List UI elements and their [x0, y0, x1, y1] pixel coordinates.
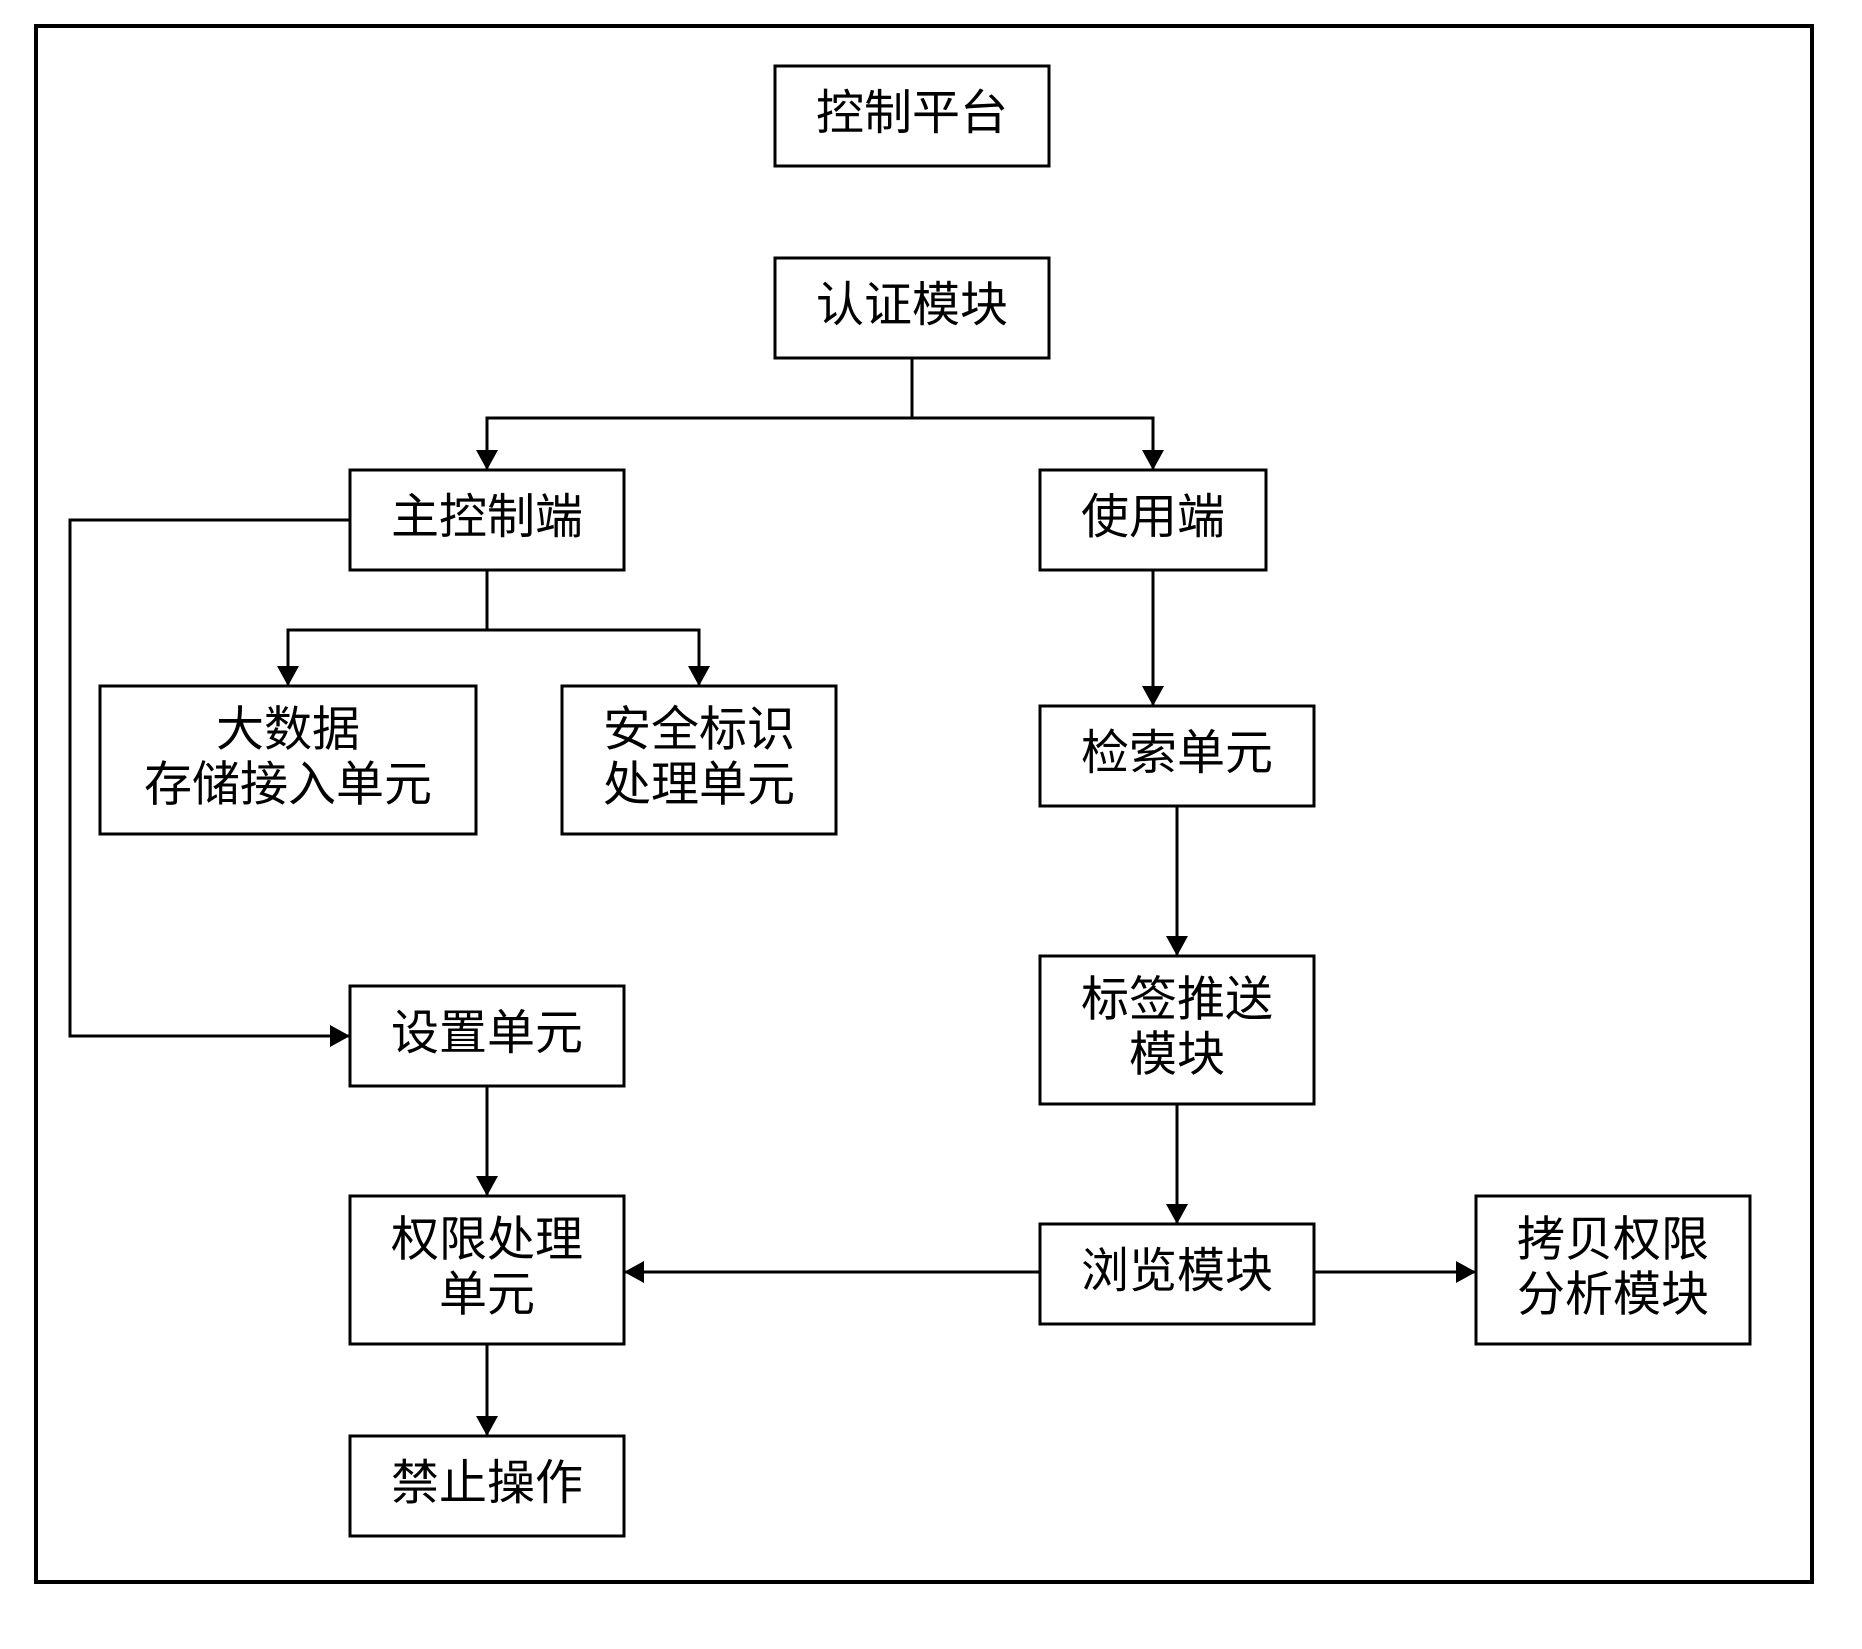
node-bigdata_unit: 大数据存储接入单元 [100, 686, 476, 834]
arrowhead-auth_module-user_end [1142, 450, 1164, 470]
edge-main_control-bigdata_unit [288, 570, 487, 686]
node-label-control_platform: 控制平台 [816, 73, 1008, 143]
node-label-user_end: 使用端 [1081, 477, 1225, 547]
node-label-retrieval_unit: 检索单元 [1081, 713, 1273, 783]
node-label-security_unit-line1: 处理单元 [603, 745, 795, 815]
node-label-main_control: 主控制端 [391, 477, 583, 547]
edge-auth_module-main_control [487, 358, 912, 470]
node-label-tag_push_module-line1: 模块 [1129, 1015, 1225, 1085]
flowchart-diagram: 控制平台认证模块主控制端 使用端大数据存储接入单元安全标识处理单元 检索单元标签推送… [0, 0, 1862, 1649]
arrowhead-main_control-security_unit [688, 666, 710, 686]
edge-auth_module-user_end [912, 358, 1153, 470]
node-setting_unit: 设置单元 [350, 986, 624, 1086]
node-label-copy_perm_module-line1: 分析模块 [1517, 1255, 1709, 1325]
arrowhead-perm_proc_unit-forbid_op [476, 1416, 498, 1436]
node-copy_perm_module: 拷贝权限分析模块 [1476, 1196, 1750, 1344]
node-label-setting_unit: 设置单元 [391, 993, 583, 1063]
arrowhead-user_end-retrieval_unit [1142, 686, 1164, 706]
node-auth_module: 认证模块 [775, 258, 1049, 358]
arrowhead-main_control-setting_unit [330, 1025, 350, 1047]
node-label-forbid_op: 禁止操作 [391, 1443, 583, 1513]
node-main_control: 主控制端 [350, 470, 624, 570]
node-browse_module: 浏览模块 [1040, 1224, 1314, 1324]
arrowhead-setting_unit-perm_proc_unit [476, 1176, 498, 1196]
arrowhead-auth_module-main_control [476, 450, 498, 470]
arrowhead-main_control-bigdata_unit [277, 666, 299, 686]
node-tag_push_module: 标签推送模块 [1040, 956, 1314, 1104]
arrowhead-browse_module-perm_proc_unit [624, 1261, 644, 1283]
node-label-browse_module: 浏览模块 [1081, 1231, 1273, 1301]
arrowhead-tag_push_module-browse_module [1166, 1204, 1188, 1224]
arrowhead-retrieval_unit-tag_push_module [1166, 936, 1188, 956]
node-label-auth_module: 认证模块 [816, 265, 1008, 335]
node-retrieval_unit: 检索单元 [1040, 706, 1314, 806]
node-security_unit: 安全标识处理单元 [562, 686, 836, 834]
node-user_end: 使用端 [1040, 470, 1266, 570]
arrowhead-browse_module-copy_perm_module [1456, 1261, 1476, 1283]
node-label-perm_proc_unit-line1: 单元 [439, 1255, 535, 1325]
node-label-bigdata_unit-line1: 存储接入单元 [144, 745, 432, 815]
node-perm_proc_unit: 权限处理单元 [350, 1196, 624, 1344]
node-forbid_op: 禁止操作 [350, 1436, 624, 1536]
node-control_platform: 控制平台 [775, 66, 1049, 166]
edge-main_control-security_unit [487, 570, 699, 686]
